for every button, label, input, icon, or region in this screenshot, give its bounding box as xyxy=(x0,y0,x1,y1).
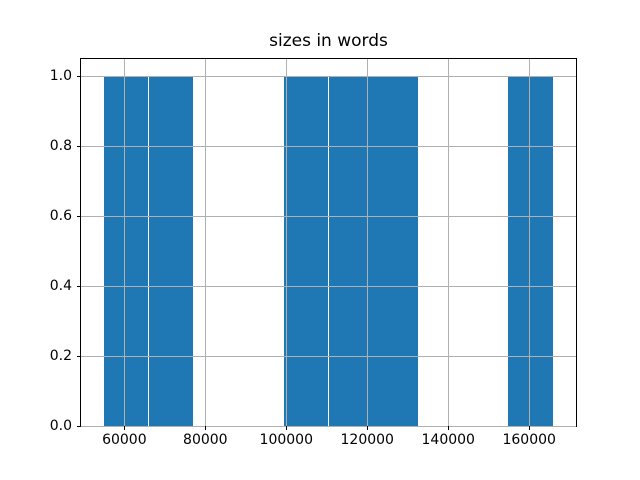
x-tick-mark xyxy=(529,426,531,430)
y-tick-mark xyxy=(77,426,81,427)
histogram-bar xyxy=(373,76,419,426)
y-tick-mark xyxy=(77,356,81,358)
x-tick-label: 100000 xyxy=(259,432,314,448)
histogram-bar xyxy=(508,76,554,426)
y-tick-label: 0.4 xyxy=(49,278,72,295)
vertical-gridline xyxy=(448,59,450,426)
horizontal-gridline xyxy=(81,356,576,358)
x-tick-label: 160000 xyxy=(502,432,556,448)
x-tick-label: 120000 xyxy=(340,432,394,448)
histogram-bar xyxy=(148,76,194,426)
histogram-bar xyxy=(103,76,149,426)
y-tick-label: 0.0 xyxy=(49,418,72,434)
vertical-gridline xyxy=(367,59,369,426)
chart-title: sizes in words xyxy=(269,31,388,51)
x-tick-label: 80000 xyxy=(183,432,228,448)
histogram-bar xyxy=(283,76,329,426)
vertical-gridline xyxy=(286,59,288,426)
x-tick-label: 60000 xyxy=(102,432,147,448)
horizontal-gridline xyxy=(81,286,576,288)
x-tick-mark xyxy=(124,426,126,430)
vertical-gridline xyxy=(124,59,126,426)
horizontal-gridline xyxy=(81,76,576,78)
y-tick-mark xyxy=(77,216,81,218)
y-tick-mark xyxy=(77,146,81,148)
x-tick-mark xyxy=(448,426,450,430)
x-tick-mark xyxy=(205,426,207,430)
y-tick-label: 0.2 xyxy=(49,348,72,365)
horizontal-gridline xyxy=(81,426,576,427)
vertical-gridline xyxy=(529,59,531,426)
histogram-bar xyxy=(328,76,374,426)
x-tick-mark xyxy=(367,426,369,430)
y-tick-mark xyxy=(77,76,81,78)
y-tick-label: 0.6 xyxy=(49,208,72,225)
y-tick-mark xyxy=(77,286,81,288)
x-tick-mark xyxy=(286,426,288,430)
y-tick-label: 0.8 xyxy=(49,138,72,155)
vertical-gridline xyxy=(205,59,207,426)
plot-area: 60000 80000 100000 120000 140000 160000 0.0 0.2… xyxy=(50,58,577,448)
y-tick-label: 1.0 xyxy=(49,68,72,85)
x-tick-label: 140000 xyxy=(421,432,475,448)
horizontal-gridline xyxy=(81,146,576,148)
horizontal-gridline xyxy=(81,216,576,218)
